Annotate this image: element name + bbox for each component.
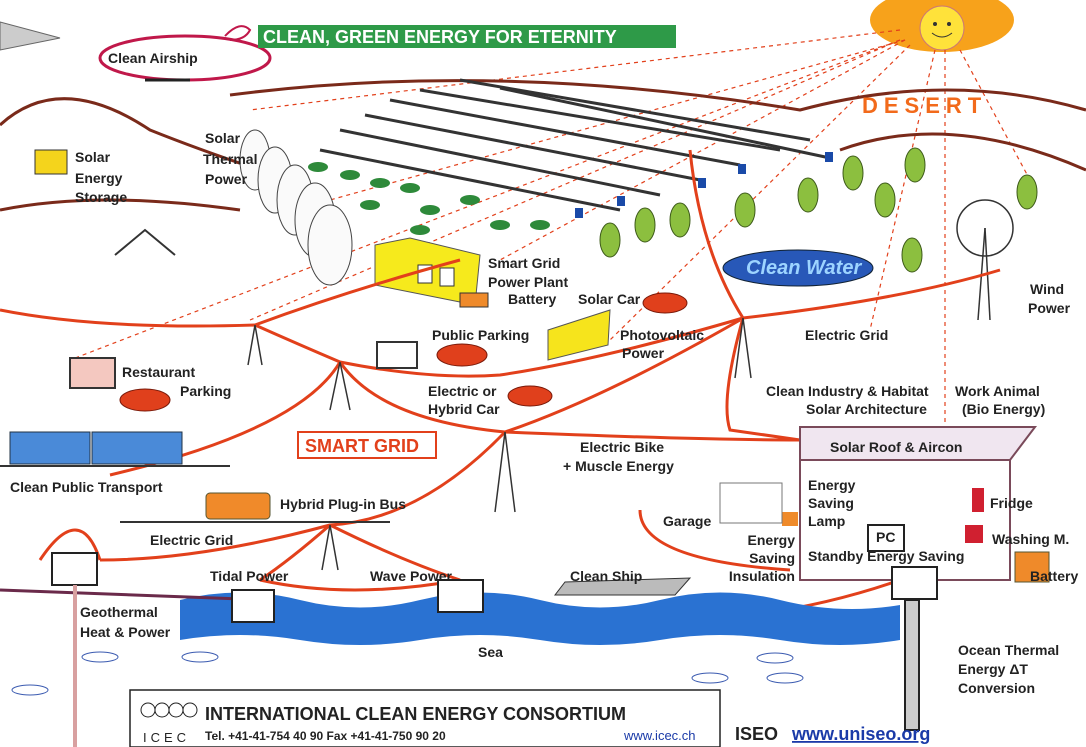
label-line: Solar Architecture xyxy=(806,401,927,417)
label: Clean Public Transport xyxy=(10,479,163,495)
label: Wind Power xyxy=(1028,281,1071,316)
label: PC xyxy=(876,529,895,545)
label: SMART GRID xyxy=(305,436,419,456)
label-line: Energy xyxy=(75,170,123,186)
train xyxy=(0,432,230,466)
label-line: Clean Industry & Habitat xyxy=(766,383,929,399)
label: Sea xyxy=(478,644,503,660)
label: Solar Roof & Aircon xyxy=(830,439,963,455)
label-line: Heat & Power xyxy=(80,624,171,640)
label-line: + Muscle Energy xyxy=(563,458,674,474)
label-line: Geothermal xyxy=(80,604,158,620)
label-line: Power xyxy=(622,345,665,361)
label: Solar Energy Storage xyxy=(75,149,127,205)
label-line: (Bio Energy) xyxy=(962,401,1045,417)
label-line: Storage xyxy=(75,189,127,205)
label: Tidal Power xyxy=(210,568,289,584)
footer: ICEC INTERNATIONAL CLEAN ENERGY CONSORTI… xyxy=(130,690,930,747)
label-line: Energy xyxy=(808,477,856,493)
label-line: Conversion xyxy=(958,680,1035,696)
label-line: Power xyxy=(205,171,248,187)
org-name: INTERNATIONAL CLEAN ENERGY CONSORTIUM xyxy=(205,704,626,724)
label-line: Lamp xyxy=(808,513,845,529)
label-line: Insulation xyxy=(729,568,795,584)
label: Clean Water xyxy=(746,257,862,279)
label-line: Smart Grid xyxy=(488,255,560,271)
label: Electric or Hybrid Car xyxy=(428,383,500,417)
sun-rays xyxy=(70,30,1030,440)
label-line: Energy ΔT xyxy=(958,661,1028,677)
label: Smart Grid Power Plant xyxy=(488,255,568,290)
label: Battery xyxy=(508,291,556,307)
parking-box xyxy=(377,342,417,368)
label: Garage xyxy=(663,513,711,529)
label: Electric Grid xyxy=(150,532,233,548)
label: Photovoltaic Power xyxy=(620,327,704,361)
label: Fridge xyxy=(990,495,1033,511)
label-line: Restaurant xyxy=(122,364,195,380)
title: CLEAN, GREEN ENERGY FOR ETERNITY xyxy=(263,27,617,47)
label: Hybrid Plug-in Bus xyxy=(280,496,406,512)
label-line: Ocean Thermal xyxy=(958,642,1059,658)
label-line: Parking xyxy=(180,383,231,399)
wind-turbine xyxy=(957,200,1013,320)
label-line: Saving xyxy=(749,550,795,566)
phone: Tel. +41-41-754 40 90 Fax +41-41-750 90 … xyxy=(205,729,446,743)
label-line: Saving xyxy=(808,495,854,511)
label-line: Photovoltaic xyxy=(620,327,704,343)
fish xyxy=(12,652,803,695)
label: Public Parking xyxy=(432,327,529,343)
pv-panel xyxy=(548,310,610,360)
label-line: Power xyxy=(1028,300,1071,316)
sea xyxy=(180,593,900,646)
label-line: Work Animal xyxy=(955,383,1040,399)
storage-house xyxy=(35,150,67,174)
label: Clean Ship xyxy=(570,568,642,584)
label: Electric Bike + Muscle Energy xyxy=(563,439,674,474)
diagram: Clean Airship CLEAN, GREEN ENERGY FOR ET… xyxy=(0,0,1086,747)
power-plant xyxy=(375,238,488,307)
label-line: Hybrid Car xyxy=(428,401,500,417)
label-line: Energy xyxy=(748,532,796,548)
label: Ocean Thermal Energy ΔT Conversion xyxy=(958,642,1059,696)
label-line: Solar xyxy=(75,149,111,165)
label: Battery xyxy=(1030,568,1078,584)
label: Solar Car xyxy=(578,291,641,307)
label-line: Power Plant xyxy=(488,274,568,290)
partner: ISEO xyxy=(735,724,778,744)
label: Standby Energy Saving xyxy=(808,548,964,564)
link[interactable]: www.icec.ch xyxy=(623,728,696,743)
label-line: Solar xyxy=(205,130,241,146)
airship xyxy=(0,22,60,50)
label-line: Thermal xyxy=(203,151,257,167)
logo-text: ICEC xyxy=(143,730,190,745)
label: Electric Grid xyxy=(805,327,888,343)
label: Work Animal (Bio Energy) xyxy=(955,383,1045,417)
label: DESERT xyxy=(862,93,987,118)
label-line: Wind xyxy=(1030,281,1064,297)
label: Energy Saving Insulation xyxy=(729,532,795,584)
label: Clean Airship xyxy=(108,50,198,66)
label: Clean Industry & Habitat Solar Architectu… xyxy=(766,383,929,417)
link[interactable]: www.uniseo.org xyxy=(791,724,930,744)
label: Geothermal Heat & Power xyxy=(80,604,171,640)
restaurant-box xyxy=(70,358,115,388)
label: Washing M. xyxy=(992,531,1069,547)
bus xyxy=(206,493,270,519)
label-line: Electric Bike xyxy=(580,439,664,455)
label: Wave Power xyxy=(370,568,453,584)
label-line: Electric or xyxy=(428,383,497,399)
